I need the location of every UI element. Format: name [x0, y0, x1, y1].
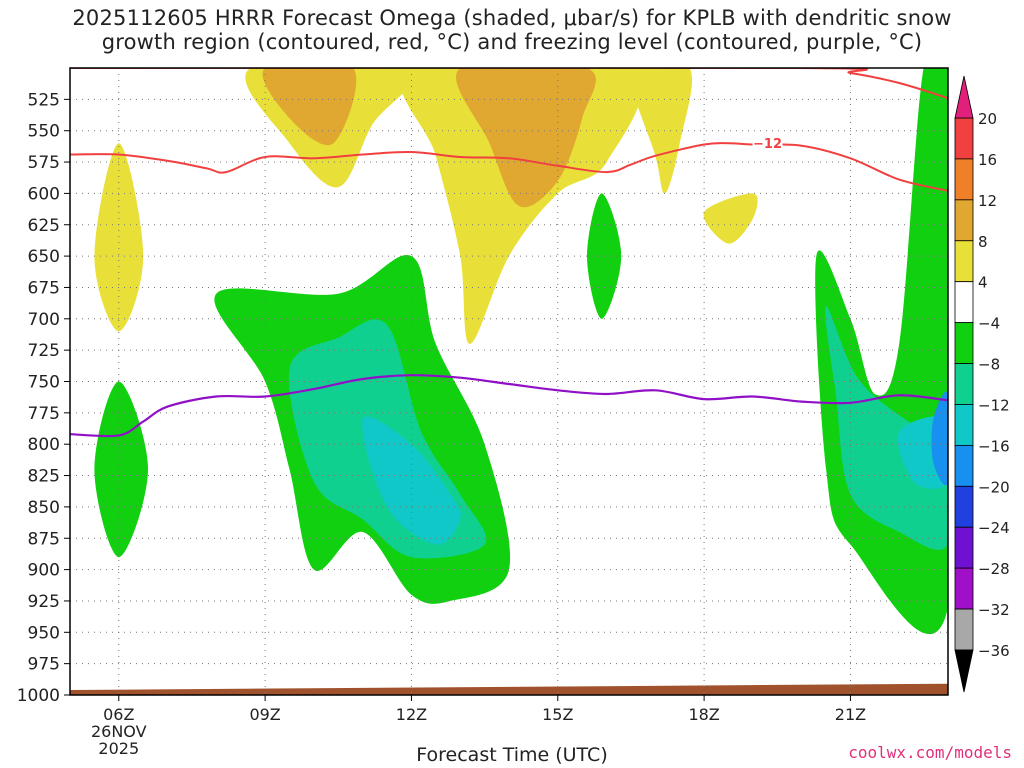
- y-tick-label-1000: 1000: [17, 686, 60, 706]
- y-tick-label-700: 700: [28, 310, 60, 330]
- colorbar-bin-p12_16: [954, 158, 974, 201]
- x-tick-label-09Z: 09Z: [249, 705, 280, 724]
- colorbar-label-13: −36: [978, 642, 1010, 660]
- y-tick-label-875: 875: [28, 529, 60, 549]
- colorbar-label-10: −24: [978, 519, 1010, 537]
- colorbar-bin-n8_4: [954, 322, 974, 364]
- y-tick-label-825: 825: [28, 467, 60, 487]
- omega-region-8: [94, 381, 148, 558]
- title-line-1: 2025112605 HRRR Forecast Omega (shaded, …: [72, 6, 952, 30]
- terrain-fill: [70, 683, 948, 695]
- y-tick-label-675: 675: [28, 278, 60, 298]
- y-tick-label-725: 725: [28, 341, 60, 361]
- omega-region-4: [703, 193, 758, 244]
- y-tick-label-750: 750: [28, 373, 60, 393]
- y-tick-label-950: 950: [28, 623, 60, 643]
- x-tick-label-18Z: 18Z: [688, 705, 719, 724]
- y-tick-label-925: 925: [28, 592, 60, 612]
- colorbar-label-6: −8: [978, 356, 1000, 374]
- y-tick-label-650: 650: [28, 247, 60, 267]
- contour-label-minus12: −12: [753, 137, 782, 152]
- colorbar-bin-p8_12: [954, 199, 974, 242]
- colorbar-label-4: 4: [978, 274, 988, 292]
- source-credit[interactable]: coolwx.com/models: [848, 743, 1012, 762]
- colorbar-bin-zero: [954, 281, 974, 324]
- y-tick-label-550: 550: [28, 122, 60, 142]
- colorbar-label-12: −32: [978, 601, 1010, 619]
- x-axis-label: Forecast Time (UTC): [416, 744, 608, 766]
- colorbar-label-8: −16: [978, 437, 1010, 455]
- y-tick-label-600: 600: [28, 184, 60, 204]
- omega-region-3: [94, 143, 144, 332]
- y-tick-label-625: 625: [28, 216, 60, 236]
- colorbar-label-5: −4: [978, 315, 1000, 333]
- plot-area: −12: [70, 68, 948, 695]
- colorbar-label-7: −12: [978, 396, 1010, 414]
- colorbar-label-3: 8: [978, 233, 988, 251]
- x-tick-date-line: 26NOV: [91, 722, 147, 741]
- x-tick-label-06Z: 06Z: [103, 705, 134, 724]
- colorbar-bottom-arrow: [954, 649, 974, 693]
- freezing-level-contour: [70, 374, 948, 438]
- colorbar-bin-n12_8: [954, 363, 974, 405]
- colorbar-bin-p4_8: [954, 240, 974, 283]
- y-tick-label-775: 775: [28, 404, 60, 424]
- colorbar-label-11: −28: [978, 560, 1010, 578]
- colorbar-bin-n16_12: [954, 404, 974, 446]
- omega-region-15: [931, 391, 948, 486]
- colorbar-label-1: 16: [978, 151, 997, 169]
- colorbar-top-arrow: [954, 75, 974, 119]
- colorbar-label-9: −20: [978, 478, 1010, 496]
- y-tick-label-800: 800: [28, 435, 60, 455]
- colorbar-label-2: 12: [978, 192, 997, 210]
- omega-region-12: [825, 306, 948, 550]
- colorbar-bin-n24_20: [954, 485, 974, 528]
- y-tick-label-525: 525: [28, 90, 60, 110]
- y-tick-label-900: 900: [28, 561, 60, 581]
- y-tick-label-975: 975: [28, 655, 60, 675]
- omega-region-5: [262, 68, 357, 146]
- colorbar-bin-n28_24: [954, 526, 974, 569]
- y-tick-label-575: 575: [28, 153, 60, 173]
- x-tick-label-12Z: 12Z: [396, 705, 427, 724]
- x-tick-label-21Z: 21Z: [835, 705, 866, 724]
- dgz-upper-contour: [70, 68, 948, 100]
- colorbar-label-0: 20: [978, 110, 997, 128]
- chart-title: 2025112605 HRRR Forecast Omega (shaded, …: [0, 6, 1024, 54]
- colorbar-bin-n32_28: [954, 567, 974, 610]
- omega-region-13: [362, 416, 461, 545]
- y-tick-label-850: 850: [28, 498, 60, 518]
- x-tick-year-line: 2025: [98, 739, 139, 758]
- colorbar-bin-n20_16: [954, 444, 974, 487]
- colorbar-bin-p16_20: [954, 117, 974, 160]
- title-line-2: growth region (contoured, red, °C) and f…: [101, 30, 923, 54]
- x-tick-label-15Z: 15Z: [542, 705, 573, 724]
- contour-label-bg: [752, 135, 783, 152]
- omega-region-6: [456, 68, 596, 208]
- colorbar-bin-n36_32: [954, 608, 974, 651]
